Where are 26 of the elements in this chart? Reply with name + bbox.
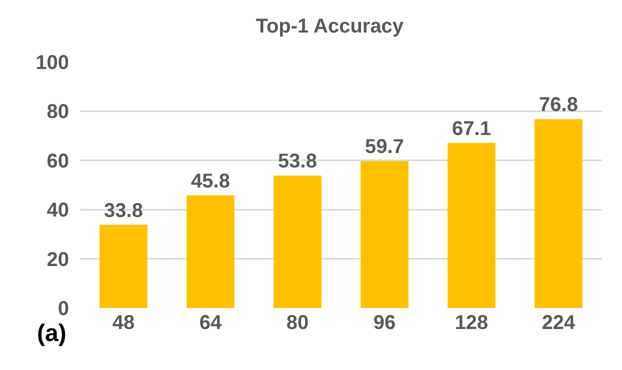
x-tick-label: 80 [286,312,309,334]
data-label: 33.8 [104,200,143,222]
bar [448,142,496,308]
x-tick-label: 128 [454,312,488,334]
y-tick-label: 60 [46,150,69,172]
data-label: 67.1 [452,118,491,140]
data-label: 45.8 [191,170,230,192]
y-tick-label: 80 [46,101,69,124]
y-tick-label: 20 [46,248,69,271]
bar [186,195,234,308]
x-tick-label: 224 [542,312,576,334]
data-label: 53.8 [278,150,317,173]
y-tick-label: 0 [58,298,69,320]
data-label: 76.8 [539,94,578,116]
bar [100,224,148,308]
y-tick-label: 40 [46,200,69,222]
data-label: 59.7 [365,136,404,158]
bar [534,119,582,308]
y-tick-label: 100 [36,52,69,74]
text: (a) [37,320,66,347]
bar [274,176,322,308]
bar [360,161,408,308]
x-tick-label: 64 [199,312,222,334]
x-tick-label: 48 [112,312,135,334]
chart-title: Top-1 Accuracy [256,16,404,38]
x-tick-label: 96 [373,312,396,334]
